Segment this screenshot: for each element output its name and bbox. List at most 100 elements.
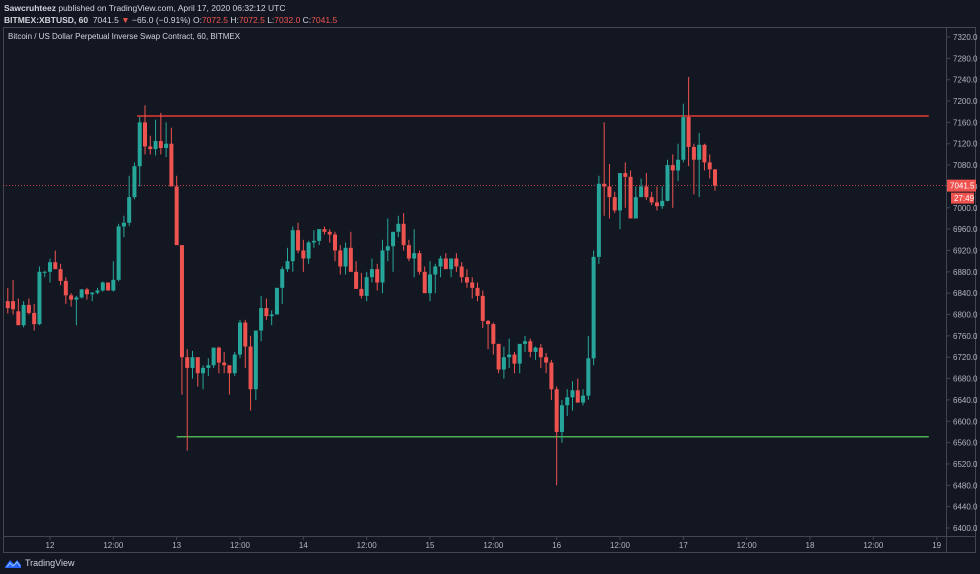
price-tick-label: 7080.0	[953, 161, 978, 170]
publish-info: Sawcruhteez published on TradingView.com…	[4, 3, 285, 13]
published-text: published on TradingView.com, April 17, …	[55, 3, 286, 13]
time-tick-label: 14	[299, 541, 308, 550]
candle-body	[459, 266, 464, 278]
candle-body	[37, 271, 42, 325]
candle-body	[190, 357, 195, 368]
candle-body	[454, 258, 459, 267]
price-tick-label: 7120.0	[953, 140, 978, 149]
low-label: L:	[267, 15, 275, 25]
price-tick-label: 7240.0	[953, 76, 978, 85]
low-value: 7032.0	[274, 15, 301, 25]
price-axis[interactable]: 7320.0 7280.0 7240.0 7200.0 7160.0 7120.0 7080…	[946, 33, 978, 533]
price-tick-label: 7320.0	[953, 33, 978, 42]
candle-body	[707, 162, 712, 170]
price-tick-label: 6880.0	[953, 268, 978, 277]
close-value: 7041.5	[311, 15, 338, 25]
drawn-lines	[3, 115, 946, 438]
time-tick-label: 12:00	[610, 541, 631, 550]
symbol-label: BITMEX:XBTUSD, 60	[4, 15, 89, 25]
candle-body	[127, 197, 132, 223]
time-tick-label: 12:00	[737, 541, 758, 550]
candle-body	[90, 292, 95, 295]
candle-body	[670, 165, 675, 171]
candle-body	[549, 362, 554, 390]
time-axis[interactable]: 12 12:00 13 12:00 14 12:00 15 12:00 16 12:00 17 12:…	[46, 536, 942, 550]
candle-body	[238, 322, 243, 355]
candle-body	[296, 230, 301, 251]
candle-body	[686, 117, 691, 147]
candle-body	[53, 262, 58, 270]
candle-body	[132, 166, 137, 198]
candle-body	[290, 230, 295, 262]
price-tick-label: 6440.0	[953, 503, 978, 512]
candle-body	[612, 197, 617, 211]
price-tick-label: 6400.0	[953, 524, 978, 533]
candle-body	[253, 330, 258, 390]
price-badge: 7041.5 27:49	[947, 179, 976, 204]
candle-body	[623, 173, 628, 177]
candle-body	[480, 295, 485, 321]
candle-body	[464, 277, 469, 283]
candle-body	[311, 240, 316, 243]
candle-body	[338, 250, 343, 267]
candle-body	[654, 202, 659, 207]
candle-body	[84, 289, 89, 295]
candle-body	[32, 312, 37, 325]
tradingview-logo-icon	[5, 560, 21, 568]
candle-body	[491, 324, 496, 344]
candle-body	[443, 258, 448, 270]
time-tick-label: 18	[806, 541, 815, 550]
price-tick-label: 6800.0	[953, 311, 978, 320]
candle-body	[433, 266, 438, 275]
candle-body	[26, 304, 31, 313]
candle-body	[201, 367, 206, 374]
candle-body	[111, 279, 116, 291]
candle-body	[406, 245, 411, 259]
candle-body	[581, 395, 586, 403]
candle-body	[676, 159, 681, 171]
candle-body	[449, 258, 454, 270]
last-price: 7041.5	[92, 15, 119, 25]
time-tick-label: 12:00	[230, 541, 251, 550]
candle-body	[148, 146, 153, 150]
candle-body	[586, 358, 591, 396]
candle-body	[259, 308, 264, 331]
candle-body	[602, 183, 607, 187]
candle-body	[375, 269, 380, 283]
candle-body	[380, 250, 385, 283]
price-tick-label: 6920.0	[953, 246, 978, 255]
high-label: H:	[230, 15, 239, 25]
candle-body	[359, 288, 364, 296]
candle-body	[470, 282, 475, 288]
candle-body	[169, 143, 174, 187]
candle-body	[69, 295, 74, 300]
candle-body	[174, 186, 179, 246]
candle-body	[633, 197, 638, 219]
candle-body	[11, 301, 16, 310]
time-tick-label: 12:00	[103, 541, 124, 550]
author-name[interactable]: Sawcruhteez	[4, 3, 56, 13]
time-tick-label: 12:00	[483, 541, 504, 550]
close-label: C:	[302, 15, 312, 25]
last-price-badge	[947, 179, 976, 192]
candle-body	[164, 143, 169, 149]
price-tick-label: 6960.0	[953, 225, 978, 234]
footer-brand[interactable]: TradingView	[4, 557, 75, 569]
candle-body	[660, 200, 665, 207]
price-tick-label: 7200.0	[953, 97, 978, 106]
candle-body	[21, 304, 26, 326]
price-tick-label: 6520.0	[953, 460, 978, 469]
candle-body	[42, 271, 47, 273]
candle-body	[496, 343, 501, 370]
candle-body	[591, 256, 596, 359]
candle-body	[596, 183, 601, 257]
candle-body	[385, 246, 390, 251]
candle-body	[517, 343, 522, 364]
candle-body	[306, 242, 311, 259]
candle-body	[523, 341, 528, 344]
price-change: −65.0 (−0.91%)	[131, 15, 191, 25]
price-tick-label: 6640.0	[953, 396, 978, 405]
candle-body	[702, 144, 707, 163]
symbol-legend: BITMEX:XBTUSD, 60 7041.5 ▼ −65.0 (−0.91%…	[4, 15, 337, 25]
